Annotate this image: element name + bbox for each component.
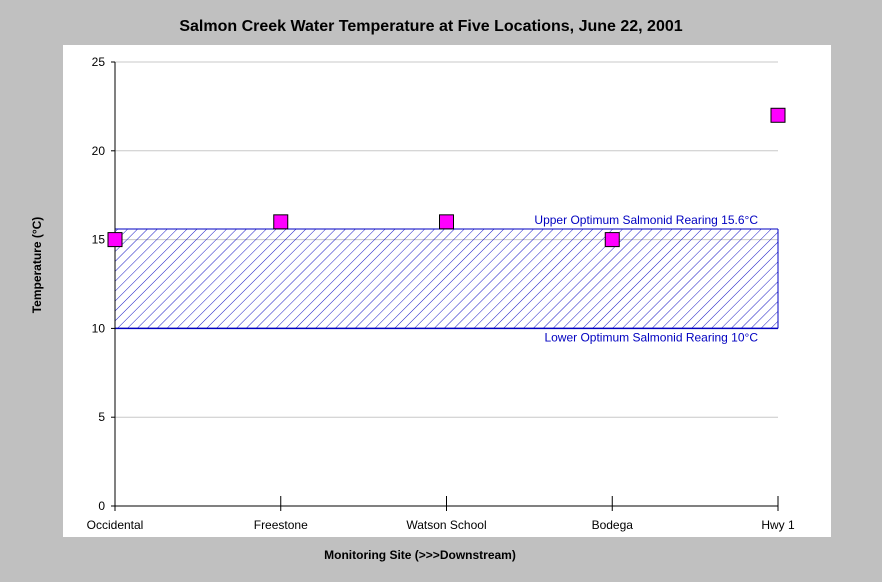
data-point-hwy-1 (770, 107, 786, 123)
data-point-watson-school (439, 214, 454, 230)
y-tick-label: 0 (98, 499, 105, 513)
chart-title: Salmon Creek Water Temperature at Five L… (179, 18, 683, 35)
x-tick-label: Occidental (87, 518, 144, 532)
data-point-freestone (273, 214, 289, 230)
x-tick-label: Watson School (406, 518, 486, 532)
data-point-bodega (604, 232, 620, 248)
data-point-occidental (107, 232, 123, 248)
x-tick-label: Hwy 1 (761, 518, 795, 532)
x-axis-label: Monitoring Site (>>>Downstream) (324, 548, 516, 562)
y-tick-label: 15 (92, 233, 106, 247)
y-tick-label: 10 (92, 321, 106, 335)
y-tick-label: 25 (92, 55, 106, 69)
y-tick-label: 5 (98, 410, 105, 424)
x-tick-label: Freestone (254, 518, 308, 532)
lower-optimum-label: Lower Optimum Salmonid Rearing 10°C (544, 330, 758, 344)
upper-optimum-label: Upper Optimum Salmonid Rearing 15.6°C (534, 213, 758, 227)
y-tick-label: 20 (92, 144, 106, 158)
x-tick-label: Bodega (592, 518, 634, 532)
optimum-band (115, 228, 778, 329)
